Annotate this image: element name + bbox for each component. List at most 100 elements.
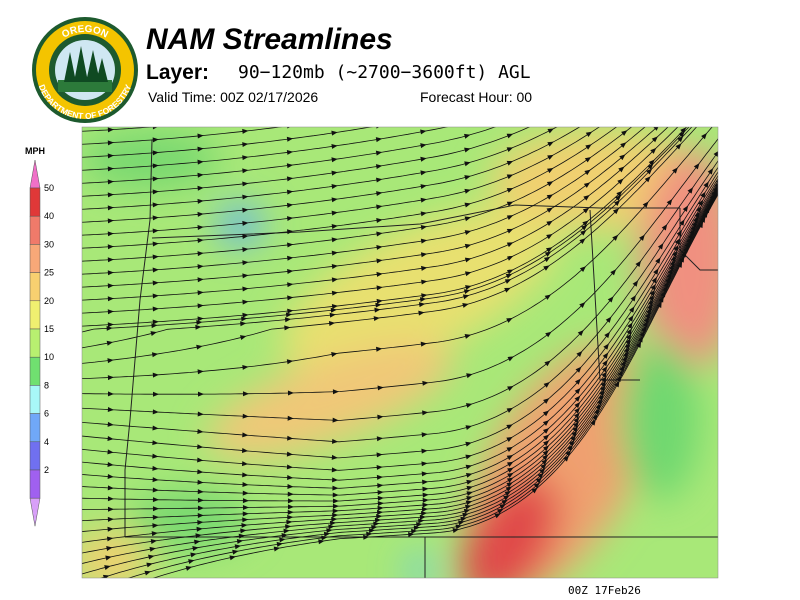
- streamline-arrow: [287, 504, 294, 510]
- streamline-arrow: [570, 435, 576, 442]
- streamline: [82, 127, 618, 249]
- streamline-arrow: [375, 150, 383, 156]
- streamline-arrow: [332, 498, 339, 504]
- streamline-arrow: [63, 299, 69, 304]
- streamline-arrow: [738, 144, 743, 150]
- streamline-arrow: [644, 176, 651, 183]
- streamline-arrow: [720, 182, 725, 188]
- streamline-arrow: [733, 155, 738, 161]
- streamline-arrow: [106, 340, 114, 346]
- streamline-arrow: [540, 463, 547, 470]
- streamline-arrow: [107, 153, 114, 159]
- streamline-arrow: [100, 595, 107, 600]
- streamline-arrow: [506, 269, 514, 275]
- streamline-arrow: [601, 371, 607, 378]
- streamline-arrow: [680, 127, 687, 134]
- streamline-arrow: [286, 136, 294, 142]
- streamline-arrow: [242, 505, 249, 511]
- streamline-arrow: [464, 243, 472, 249]
- streamline: [82, 127, 690, 333]
- streamline-arrow: [331, 250, 338, 256]
- streamline-arrow: [420, 184, 427, 190]
- streamline-arrow: [464, 133, 471, 139]
- streamline-arrow: [107, 205, 114, 211]
- streamline-arrow: [242, 299, 249, 305]
- streamline: [152, 193, 718, 578]
- streamline-arrow: [574, 387, 581, 395]
- streamline-arrow: [363, 534, 370, 540]
- streamline-arrow: [408, 532, 415, 538]
- streamline-arrow: [533, 482, 540, 489]
- streamline-arrow: [677, 261, 683, 268]
- streamline-arrow: [107, 192, 114, 198]
- streamline-arrow: [544, 360, 551, 367]
- streamline-arrow: [62, 348, 68, 353]
- streamline-arrow: [197, 411, 204, 417]
- streamline-arrow: [616, 190, 623, 197]
- streamline-arrow: [567, 444, 573, 452]
- streamline-arrow: [420, 129, 427, 135]
- streamline-arrow: [152, 202, 159, 208]
- streamline-arrow: [152, 293, 159, 299]
- streamline-arrow: [242, 517, 249, 523]
- streamline-arrow: [420, 225, 428, 230]
- streamline-arrow: [63, 260, 69, 265]
- streamline-arrow: [107, 462, 114, 467]
- streamline-arrow: [240, 528, 247, 534]
- streamline-arrow: [623, 106, 629, 112]
- streamline-arrow: [376, 231, 383, 237]
- streamline-arrow: [238, 533, 245, 539]
- streamline-arrow: [374, 517, 382, 523]
- streamline-arrow: [376, 258, 383, 264]
- streamline-arrow: [151, 352, 159, 358]
- streamline-arrow: [546, 194, 554, 200]
- streamline-arrow: [376, 204, 383, 210]
- streamline-arrow: [547, 141, 554, 147]
- streamline-arrow: [546, 181, 554, 187]
- streamline-arrow: [666, 198, 673, 206]
- colorbar-label: 8: [44, 380, 49, 390]
- streamline-arrow: [506, 436, 513, 443]
- streamline-arrow: [146, 562, 153, 568]
- streamline-arrow: [647, 163, 654, 170]
- streamline-arrow: [152, 425, 159, 431]
- streamline-arrow: [287, 483, 294, 489]
- streamline-arrow: [422, 410, 429, 416]
- streamline-arrow: [543, 256, 551, 263]
- streamline-arrow: [152, 453, 159, 459]
- streamline-arrow: [707, 168, 714, 175]
- streamline: [82, 138, 718, 395]
- streamline-arrow: [63, 208, 69, 213]
- streamline-arrow: [331, 304, 339, 310]
- streamline-arrow: [63, 445, 69, 450]
- streamline-arrow: [420, 341, 427, 347]
- streamline-arrow: [152, 465, 159, 471]
- streamline-arrow: [376, 285, 383, 291]
- colorbar-segment: [29, 328, 41, 358]
- streamline-arrow: [506, 477, 514, 483]
- streamline-arrow: [102, 585, 108, 590]
- streamline-arrow: [506, 242, 514, 248]
- streamline-arrow: [506, 446, 513, 452]
- streamline-arrow: [63, 325, 69, 330]
- streamline-arrow: [368, 528, 376, 534]
- streamline-arrow: [286, 202, 294, 208]
- streamline-arrow: [648, 159, 655, 166]
- streamline-arrow: [197, 146, 204, 152]
- streamline-arrow: [506, 147, 514, 152]
- streamline: [82, 127, 157, 132]
- streamline-arrow: [144, 570, 151, 576]
- streamline-arrow: [63, 377, 69, 382]
- streamline-arrow: [655, 257, 661, 264]
- streamline-arrow: [419, 514, 426, 520]
- streamline-arrow: [63, 432, 69, 437]
- streamline-arrow: [197, 133, 204, 139]
- streamline-arrow: [331, 352, 338, 357]
- streamline-arrow: [331, 237, 338, 243]
- streamline-arrow: [542, 420, 550, 426]
- streamline-arrow: [421, 506, 429, 512]
- streamline-arrow: [579, 238, 586, 245]
- streamline-arrow: [506, 215, 514, 220]
- colorbar-segment: [29, 469, 41, 499]
- streamline-arrow: [505, 486, 513, 492]
